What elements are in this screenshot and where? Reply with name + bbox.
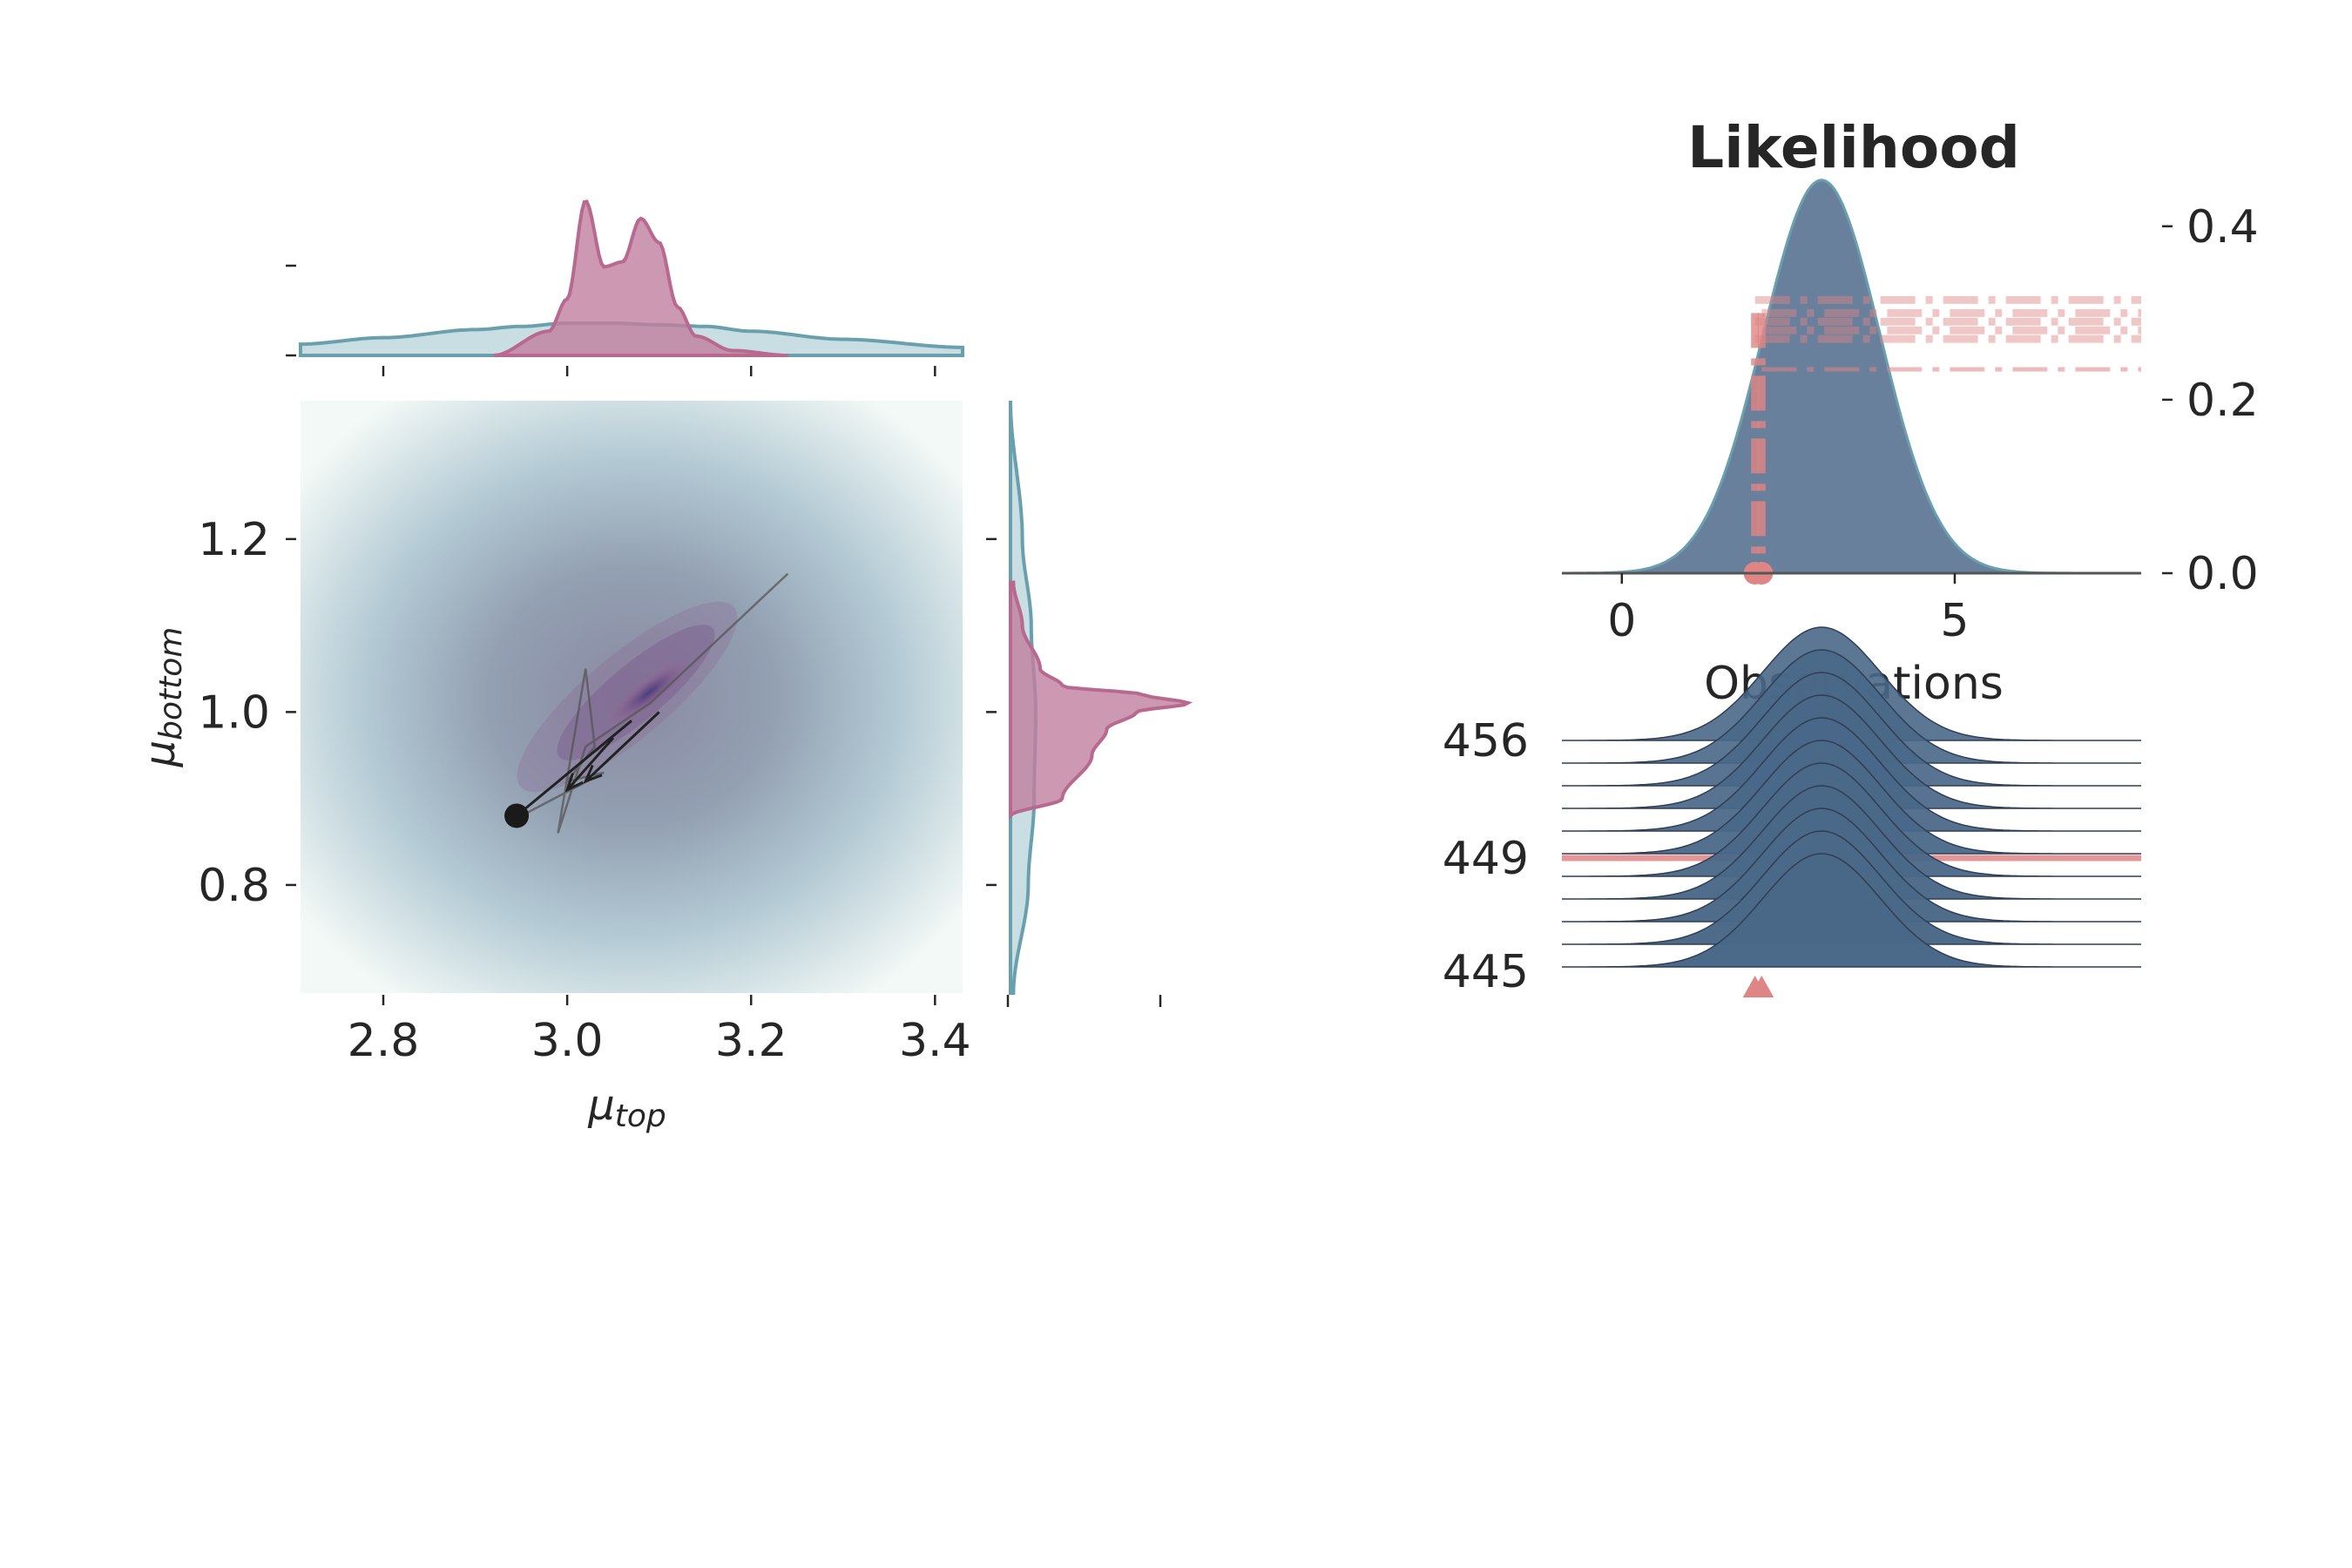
ridge-y-tick-label: 445: [1443, 946, 1529, 998]
trace-arrow: [585, 711, 660, 782]
ridge-y-tick-label: 449: [1443, 833, 1529, 885]
joint-x-axis: 2.8 3.0 3.2 3.4: [348, 995, 971, 1067]
current-step-line: [516, 720, 632, 817]
right-marginal-plot: [986, 400, 1193, 1007]
x-tick-label: 3.4: [899, 1015, 971, 1067]
trace-arrow: [565, 737, 615, 791]
likelihood-x-tick-label: 0: [1607, 595, 1636, 647]
y-tick-label: 1.0: [198, 686, 270, 739]
likelihood-title: Likelihood: [1687, 114, 2020, 181]
likelihood-plot: Likelihood 050.00.20.4Observations: [1562, 114, 2259, 710]
y-label-main: μ: [136, 740, 185, 768]
likelihood-y-tick-label: 0.0: [2186, 548, 2259, 600]
x-tick-label: 3.0: [531, 1015, 604, 1067]
likelihood-y-tick-label: 0.4: [2186, 201, 2259, 253]
likelihood-x-tick-label: 5: [1940, 595, 1969, 647]
joint-y-axis: 0.8 1.0 1.2: [198, 514, 296, 912]
x-label-main: μ: [587, 1081, 615, 1130]
likelihood-y-tick-label: 0.2: [2186, 375, 2259, 427]
sampler-trace: [504, 572, 789, 834]
joint-y-label: μbottom: [136, 627, 189, 768]
x-tick-label: 3.2: [715, 1015, 787, 1067]
ridge-y-tick-label: 456: [1443, 715, 1529, 767]
y-tick-label: 1.2: [198, 514, 270, 566]
top-marginal-plot: [286, 199, 964, 376]
y-tick-label: 0.8: [198, 860, 270, 912]
joint-plot: 2.8 3.0 3.2 3.4 0.81.01.2 μtop μbottom: [136, 401, 971, 1134]
likelihood-curve: [1562, 179, 2141, 575]
arrow-head: [583, 764, 603, 784]
posterior-marginal-right: [1009, 580, 1193, 821]
ridge-curve: [1562, 853, 2141, 968]
observation-marker: [1749, 976, 1774, 997]
joint-x-label: μtop: [587, 1081, 666, 1134]
ridgeline-plot: 456 449 445: [1443, 626, 2141, 998]
posterior-density-core: [606, 658, 692, 727]
posterior-marginal-top: [493, 199, 788, 357]
x-tick-label: 2.8: [348, 1015, 420, 1067]
arrow-head: [564, 773, 584, 793]
y-label-sub: bottom: [153, 627, 189, 740]
current-sample-point: [504, 803, 530, 828]
x-label-sub: top: [615, 1098, 666, 1134]
